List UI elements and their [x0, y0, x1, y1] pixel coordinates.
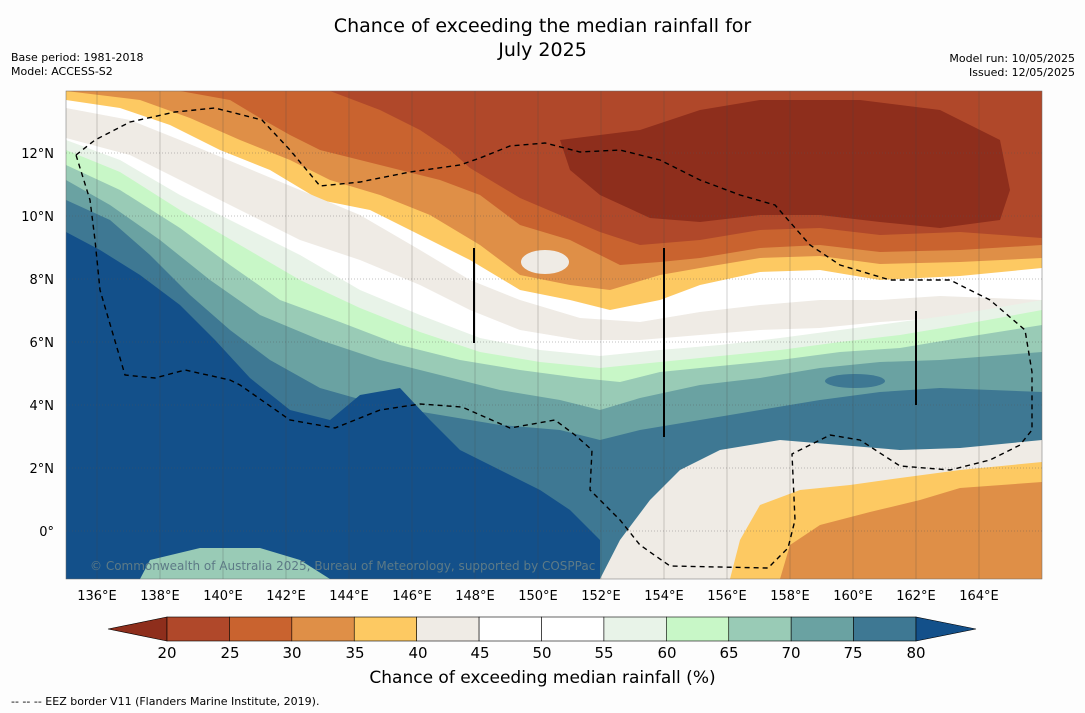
lat-label: 10°N: [21, 210, 54, 225]
colorbar-ticks: 20 25 30 35 40 45 50 55 60 65 70 75 80: [157, 644, 925, 662]
latitude-labels: 12°N 10°N 8°N 6°N 4°N 2°N 0°: [21, 147, 54, 540]
colorbar-tick: 80: [906, 644, 925, 662]
lat-label: 12°N: [21, 147, 54, 162]
lon-label: 140°E: [203, 589, 243, 604]
contour-20: [560, 100, 1010, 228]
colorbar-tick: 50: [532, 644, 551, 662]
colorbar-segment: [790, 616, 854, 642]
lat-label: 2°N: [30, 462, 55, 477]
meta-right: Model run: 10/05/2025 Issued: 12/05/2025: [949, 52, 1075, 80]
colorbar-tick: 55: [594, 644, 613, 662]
colorbar-tick: 40: [408, 644, 427, 662]
base-period-text: Base period: 1981-2018: [11, 51, 144, 64]
lon-label: 144°E: [329, 589, 369, 604]
southwest-light-patch: [140, 548, 330, 579]
colorbar-tick: 30: [282, 644, 301, 662]
lon-label: 156°E: [707, 589, 747, 604]
colorbar-segment: [291, 616, 355, 642]
colorbar-tick: 60: [657, 644, 676, 662]
meta-left: Base period: 1981-2018 Model: ACCESS-S2: [11, 51, 143, 79]
colorbar-tick: 25: [220, 644, 239, 662]
lon-label: 146°E: [392, 589, 432, 604]
title-line-1: Chance of exceeding the median rainfall …: [333, 15, 752, 37]
central-wet-blob: [521, 250, 569, 274]
lat-label: 0°: [39, 525, 54, 540]
lon-label: 158°E: [770, 589, 810, 604]
lon-label: 152°E: [581, 589, 621, 604]
colorbar-segment: [603, 616, 667, 642]
colorbar-tick: 75: [843, 644, 862, 662]
map-title: Chance of exceeding the median rainfall …: [0, 14, 1085, 62]
colorbar-segment: [353, 616, 417, 642]
title-line-2: July 2025: [498, 39, 587, 61]
contour-80-plus: [66, 232, 600, 579]
lon-label: 148°E: [455, 589, 495, 604]
eez-legend-text: -- -- -- EEZ border V11 (Flanders Marine…: [11, 695, 320, 708]
gridlines: [66, 152, 1042, 532]
lon-label: 136°E: [77, 589, 117, 604]
colorbar: [107, 616, 977, 642]
colorbar-tick: 35: [345, 644, 364, 662]
colorbar-tick: 20: [157, 644, 176, 662]
model-text: Model: ACCESS-S2: [11, 65, 113, 78]
colorbar-segment: [416, 616, 480, 642]
colorbar-segment: [166, 616, 230, 642]
colorbar-label: Chance of exceeding median rainfall (%): [369, 668, 716, 688]
lon-label: 154°E: [644, 589, 684, 604]
colorbar-segment: [229, 616, 293, 642]
eez-border: [75, 107, 1033, 569]
lon-label: 164°E: [959, 589, 999, 604]
lon-label: 150°E: [518, 589, 558, 604]
colorbar-tick: 65: [719, 644, 738, 662]
lon-label: 138°E: [140, 589, 180, 604]
map-frame: [65, 90, 1043, 580]
colorbar-extend-low: [107, 616, 168, 642]
east-wet-blob: [825, 374, 885, 388]
colorbar-tick: 45: [470, 644, 489, 662]
copyright-text: © Commonwealth of Australia 2025, Bureau…: [90, 559, 595, 573]
colorbar-segment: [666, 616, 730, 642]
lat-label: 8°N: [30, 273, 55, 288]
colorbar-extend-high: [915, 616, 977, 642]
lat-label: 6°N: [30, 336, 55, 351]
southeast-patch-35: [780, 482, 1042, 579]
lon-label: 162°E: [896, 589, 936, 604]
colorbar-segment: [541, 616, 605, 642]
lat-label: 4°N: [30, 399, 55, 414]
longitude-labels: 136°E 138°E 140°E 142°E 144°E 146°E 148°…: [77, 589, 999, 604]
colorbar-segment: [853, 616, 917, 642]
colorbar-segment: [478, 616, 542, 642]
colorbar-tick: 70: [781, 644, 800, 662]
issued-text: Issued: 12/05/2025: [968, 66, 1075, 79]
lon-label: 142°E: [266, 589, 306, 604]
model-run-text: Model run: 10/05/2025: [949, 52, 1075, 65]
colorbar-segment: [728, 616, 792, 642]
lon-label: 160°E: [833, 589, 873, 604]
map-field: © Commonwealth of Australia 2025, Bureau…: [66, 91, 1042, 579]
